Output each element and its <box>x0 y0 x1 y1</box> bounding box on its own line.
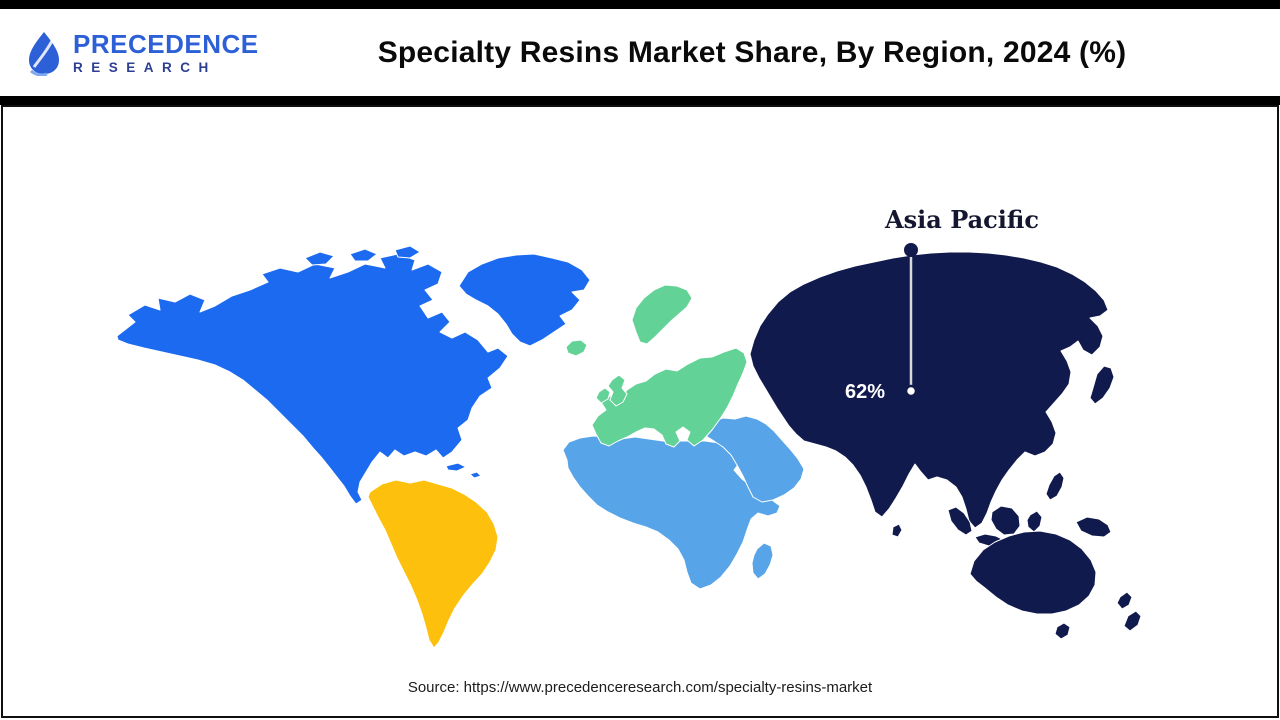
sumatra-shape <box>947 506 973 536</box>
precedence-logo-icon <box>29 31 59 76</box>
logo-brand-name: PRECEDENCE <box>73 28 259 59</box>
north-america-shape <box>116 253 509 505</box>
africa-shape <box>562 435 781 590</box>
new-zealand-south-shape <box>1123 610 1142 632</box>
caribbean-island-shape <box>469 471 482 479</box>
annotation-dot-bottom <box>904 384 918 398</box>
region-north-america <box>116 245 591 505</box>
tasmania-shape <box>1054 622 1071 640</box>
chart-title: Specialty Resins Market Share, By Region… <box>377 35 1127 69</box>
precedence-logo: PRECEDENCE RESEARCH <box>0 30 260 76</box>
asia-mainland-shape <box>749 251 1109 529</box>
asia-pacific-label: Asia Pacific <box>885 205 1039 234</box>
arctic-island-shape <box>304 251 335 266</box>
ireland-shape <box>595 387 611 404</box>
borneo-shape <box>990 505 1021 536</box>
annotation-dot-top <box>904 243 918 257</box>
arctic-island-shape <box>394 245 421 259</box>
caribbean-island-shape <box>445 462 467 472</box>
top-border-bar <box>0 0 1280 9</box>
japan-shape <box>1089 365 1115 405</box>
region-latin-america <box>367 479 499 649</box>
iceland-shape <box>565 339 588 357</box>
region-europe <box>565 284 748 448</box>
madagascar-shape <box>751 542 774 580</box>
middle-east-shape <box>703 415 805 503</box>
logo-wordmark: PRECEDENCE RESEARCH <box>73 31 259 75</box>
region-asia-pacific <box>749 251 1142 640</box>
philippines-shape <box>1045 471 1065 501</box>
region-middle-east-africa <box>562 415 805 590</box>
south-america-shape <box>367 479 499 649</box>
logo-brand-subname: RESEARCH <box>73 59 217 75</box>
asia-pacific-value: 62% <box>845 381 886 403</box>
europe-mainland-shape <box>591 347 748 448</box>
sri-lanka-shape <box>891 523 903 538</box>
scandinavia-shape <box>631 284 693 345</box>
united-kingdom-shape <box>607 374 628 407</box>
australia-shape <box>969 530 1097 615</box>
new-guinea-shape <box>1075 516 1112 538</box>
annotation-leader <box>904 243 918 398</box>
source-citation: Source: https://www.precedenceresearch.c… <box>407 679 873 696</box>
new-zealand-north-shape <box>1116 591 1133 610</box>
header-divider-bar <box>0 96 1280 105</box>
greenland-shape <box>458 253 591 347</box>
arctic-island-shape <box>349 248 378 262</box>
sulawesi-shape <box>1026 510 1043 533</box>
header: PRECEDENCE RESEARCH Specialty Resins Mar… <box>0 9 1280 96</box>
